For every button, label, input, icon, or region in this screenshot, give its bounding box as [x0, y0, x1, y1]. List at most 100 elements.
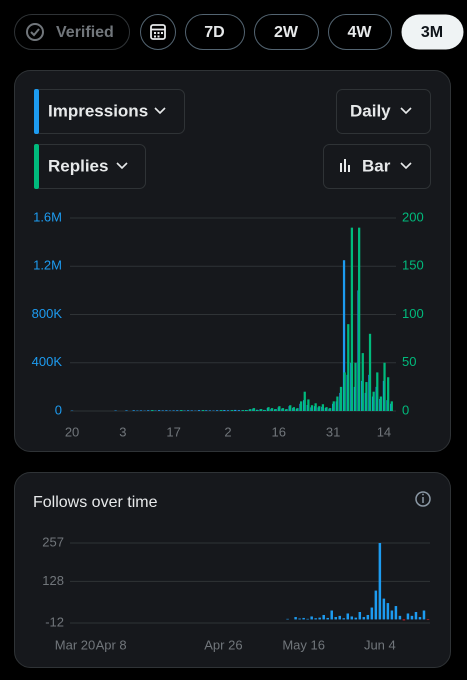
bar: [365, 382, 368, 411]
bar: [292, 407, 295, 411]
bar: [286, 618, 289, 620]
y-tick-label: 128: [42, 573, 64, 588]
bar: [342, 260, 346, 411]
bar: [220, 410, 223, 411]
bar: [252, 408, 256, 411]
x-tick-label: Jun 4: [364, 637, 396, 652]
metric-dropdown[interactable]: Replies: [34, 144, 146, 189]
y-tick-label: 0: [55, 402, 62, 417]
bar: [215, 410, 219, 411]
bar: [263, 410, 266, 411]
x-tick-label: 31: [326, 424, 340, 439]
bar: [298, 618, 301, 620]
bar: [346, 613, 350, 620]
bar: [281, 408, 285, 411]
bar: [398, 615, 402, 620]
y-tick-label: 400K: [32, 354, 63, 369]
bar: [382, 598, 386, 620]
bar: [270, 408, 274, 411]
range-label: 2W: [274, 24, 299, 41]
x-tick-label: Mar 20: [55, 637, 95, 652]
range-pill: [401, 14, 464, 50]
range-label: 4W: [348, 24, 373, 41]
x-tick-label: 16: [272, 424, 286, 439]
bar: [260, 409, 263, 411]
bar: [410, 615, 414, 620]
bar: [339, 386, 343, 411]
bar: [366, 614, 370, 620]
bar: [354, 362, 357, 411]
bar: [294, 617, 297, 620]
verified-filter[interactable]: Verified: [14, 14, 130, 50]
bar: [306, 618, 309, 620]
y-tick-label: -12: [45, 614, 64, 629]
bar: [249, 409, 252, 411]
bar: [310, 405, 314, 411]
bar: [378, 543, 382, 620]
bar: [426, 619, 430, 621]
bar: [296, 408, 299, 411]
bar: [302, 617, 305, 620]
bar: [418, 617, 422, 620]
range-pill: [254, 14, 319, 50]
series-accent: [34, 89, 39, 134]
range-button[interactable]: 2W: [254, 14, 319, 50]
bar: [314, 403, 317, 411]
bar: [226, 410, 230, 411]
x-tick-label: 2: [224, 424, 231, 439]
bar: [289, 405, 292, 411]
bar: [368, 333, 372, 411]
y-tick-label: 800K: [32, 306, 63, 321]
bar: [350, 616, 354, 620]
bar: [338, 615, 341, 620]
bar: [343, 372, 346, 411]
bar: [318, 406, 321, 411]
y-tick-label: 1.2M: [33, 258, 62, 273]
x-tick-label: Apr 8: [96, 637, 127, 652]
bar: [350, 227, 354, 411]
y-tick-label: 257: [42, 534, 64, 549]
range-group: 7D 2W 4W 3M: [185, 14, 464, 50]
range-button[interactable]: 7D: [185, 14, 245, 50]
info-icon[interactable]: [415, 491, 431, 507]
range-pill: [185, 14, 245, 50]
bar: [326, 617, 329, 620]
range-label: 7D: [204, 24, 224, 41]
x-tick-label: Apr 26: [204, 637, 242, 652]
bar: [241, 410, 245, 411]
interval-dropdown[interactable]: Daily: [336, 89, 431, 134]
bar: [180, 410, 183, 411]
bar: [202, 410, 205, 411]
bar: [322, 614, 325, 620]
calendar-button[interactable]: [140, 14, 176, 50]
bar: [151, 410, 154, 411]
bar: [300, 401, 303, 411]
bar: [157, 410, 161, 411]
metric-label: Replies: [48, 156, 108, 175]
range-label: 3M: [421, 24, 443, 41]
bar: [256, 410, 259, 411]
range-button[interactable]: 3M: [401, 14, 464, 50]
bar: [330, 610, 333, 620]
bar: [379, 396, 383, 411]
bar: [303, 391, 306, 411]
bar: [354, 617, 358, 620]
bar: [147, 410, 150, 411]
y-tick-label: 1.6M: [33, 209, 62, 224]
bar: [267, 407, 270, 411]
bar: [231, 410, 234, 411]
bar: [307, 399, 310, 411]
bar: [387, 377, 390, 411]
bar: [361, 353, 364, 411]
bar: [172, 410, 175, 411]
bar: [342, 618, 346, 620]
style-dropdown[interactable]: Bar: [323, 144, 431, 189]
bar: [274, 409, 277, 411]
bar: [406, 613, 410, 620]
bar: [329, 408, 332, 411]
verified-label: Verified: [56, 24, 114, 41]
chart-title: Follows over time: [33, 494, 158, 511]
range-button[interactable]: 4W: [328, 14, 392, 50]
interval-label: Daily: [350, 101, 391, 120]
metric-dropdown[interactable]: Impressions: [34, 89, 185, 134]
